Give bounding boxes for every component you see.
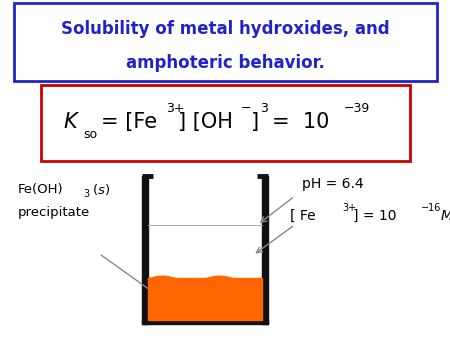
Text: amphoteric behavior.: amphoteric behavior. [126, 53, 324, 72]
Text: −39: −39 [343, 102, 369, 115]
Text: =  10: = 10 [272, 112, 329, 132]
Text: precipitate: precipitate [18, 207, 90, 219]
Text: 3: 3 [260, 102, 268, 115]
Bar [262, 176, 268, 324]
Text: −: − [241, 102, 251, 115]
Text: $\it{K}$: $\it{K}$ [63, 112, 80, 132]
Bar [142, 320, 268, 324]
Bar [148, 279, 262, 320]
Text: ] = 10: ] = 10 [353, 209, 397, 223]
Text: pH = 6.4: pH = 6.4 [302, 177, 363, 191]
Text: Fe(OH): Fe(OH) [18, 183, 63, 196]
Text: 3+: 3+ [166, 102, 185, 115]
Text: [ Fe: [ Fe [290, 209, 316, 223]
Bar [142, 176, 148, 324]
Text: ]: ] [251, 112, 259, 132]
Text: $\it{M}$: $\it{M}$ [436, 209, 450, 223]
FancyBboxPatch shape [40, 84, 410, 161]
Text: 3: 3 [83, 189, 90, 199]
Text: −16: −16 [421, 203, 441, 213]
Text: = [Fe: = [Fe [101, 112, 158, 132]
Text: so: so [83, 128, 97, 141]
FancyBboxPatch shape [14, 3, 436, 81]
Text: ($\it{s}$): ($\it{s}$) [92, 182, 110, 197]
Text: 3+: 3+ [342, 203, 356, 213]
Text: Solubility of metal hydroxides, and: Solubility of metal hydroxides, and [61, 20, 389, 38]
Text: ] [OH: ] [OH [178, 112, 233, 132]
